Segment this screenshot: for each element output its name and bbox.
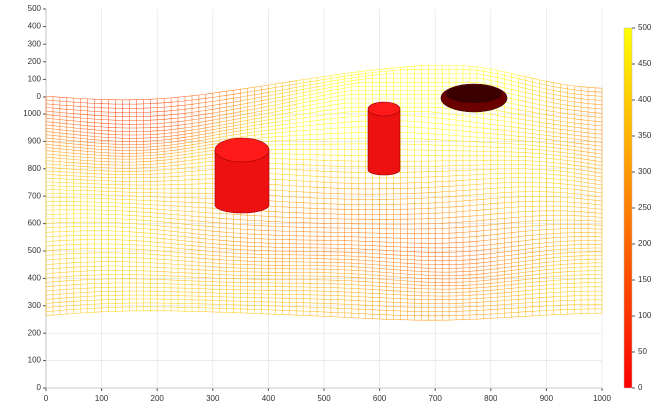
y-tick-label: 1000: [23, 109, 41, 118]
mesh: [46, 66, 602, 321]
z-tick-label: 300: [28, 39, 42, 48]
x-tick-label: 500: [317, 394, 331, 403]
x-tick-label: 700: [429, 394, 443, 403]
x-tick-label: 400: [262, 394, 276, 403]
x-tick-label: 200: [151, 394, 165, 403]
z-tick-label: 0: [37, 92, 42, 101]
y-tick-label: 400: [28, 274, 42, 283]
y-tick-label: 600: [28, 219, 42, 228]
z-tick-label: 200: [28, 57, 42, 66]
colorbar-label: 250: [638, 203, 652, 212]
z-tick-label: 100: [28, 75, 42, 84]
colorbar-label: 50: [638, 347, 647, 356]
x-tick-label: 600: [373, 394, 387, 403]
disk-top: [446, 85, 502, 103]
cylinder: [368, 110, 400, 175]
colorbar-label: 300: [638, 167, 652, 176]
colorbar-label: 450: [638, 59, 652, 68]
cylinder-top: [368, 102, 400, 116]
colorbar-label: 200: [638, 239, 652, 248]
z-tick-label: 400: [28, 22, 42, 31]
y-tick-label: 0: [37, 383, 42, 392]
colorbar-label: 400: [638, 95, 652, 104]
colorbar-label: 500: [638, 23, 652, 32]
colorbar-label: 350: [638, 131, 652, 140]
y-tick-label: 900: [28, 137, 42, 146]
z-tick-label: 500: [28, 4, 42, 13]
colorbar: [624, 28, 632, 388]
cylinder-top: [215, 138, 269, 162]
x-tick-label: 0: [44, 394, 49, 403]
y-tick-label: 500: [28, 246, 42, 255]
x-tick-label: 300: [206, 394, 220, 403]
y-tick-label: 800: [28, 164, 42, 173]
y-tick-label: 300: [28, 301, 42, 310]
x-tick-label: 100: [95, 394, 109, 403]
y-tick-label: 700: [28, 191, 42, 200]
colorbar-label: 150: [638, 275, 652, 284]
colorbar-label: 100: [638, 311, 652, 320]
y-tick-label: 200: [28, 328, 42, 337]
x-tick-label: 900: [540, 394, 554, 403]
chart: 0100200300400500600700800900100001002003…: [0, 0, 658, 416]
y-tick-label: 100: [28, 356, 42, 365]
colorbar-label: 0: [638, 383, 643, 392]
x-tick-label: 800: [484, 394, 498, 403]
x-tick-label: 1000: [593, 394, 611, 403]
